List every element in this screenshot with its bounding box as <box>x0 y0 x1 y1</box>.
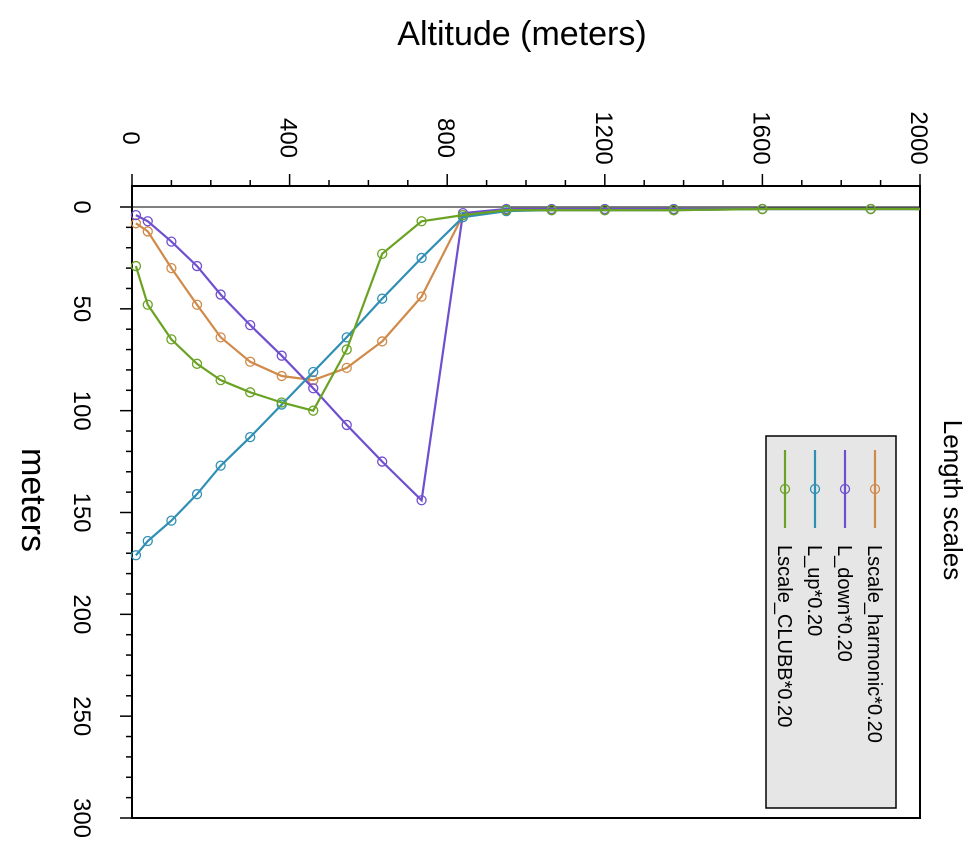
data-point <box>308 366 319 378</box>
data-point <box>245 431 256 443</box>
legend-label: L_up*0.20 <box>803 545 825 636</box>
data-point <box>276 350 287 361</box>
data-point <box>142 216 153 227</box>
data-point <box>416 216 427 227</box>
series-layer <box>130 203 920 561</box>
x-tick-label: 0 <box>117 131 144 144</box>
data-point <box>416 495 427 506</box>
series-line <box>135 207 920 382</box>
data-point <box>308 405 319 416</box>
x-tick-label: 1200 <box>590 111 617 164</box>
data-point <box>377 336 388 347</box>
y-tick-label: 50 <box>68 295 95 322</box>
legend-swatch-marker <box>839 483 851 495</box>
data-point <box>130 550 142 561</box>
data-point <box>341 344 352 355</box>
series-4 <box>130 203 920 416</box>
chart-title: Length scales <box>938 420 968 580</box>
data-point <box>166 262 177 274</box>
data-point <box>215 332 226 343</box>
legend-swatch-marker <box>809 483 821 495</box>
x-tick-label: 400 <box>275 118 302 158</box>
data-point <box>245 387 256 398</box>
y-axis-title: meters <box>14 448 52 552</box>
data-point <box>341 419 352 431</box>
series-1 <box>130 203 920 386</box>
x-tick-label: 800 <box>432 118 459 158</box>
data-point <box>276 397 287 408</box>
data-point <box>308 374 319 386</box>
axis-ticks: 0 400 800 1200 1600 2000 0 50 100 150 200 250 300 <box>68 111 932 838</box>
data-point <box>142 226 153 237</box>
data-point <box>308 383 319 394</box>
data-point <box>377 456 388 467</box>
data-point <box>599 204 610 216</box>
data-point <box>457 209 469 221</box>
data-point <box>191 358 203 369</box>
data-point <box>191 299 203 310</box>
y-tick-label: 100 <box>68 391 95 431</box>
legend-swatch-marker <box>869 483 881 495</box>
series-line <box>134 207 920 412</box>
data-point <box>416 252 427 264</box>
data-point <box>245 319 256 331</box>
legend-label: Lscale_CLUBB*0.20 <box>773 545 795 727</box>
legend: Lscale_harmonic*0.20 L_down*0.20 L_up*0.20… <box>765 435 897 809</box>
legend-label: Lscale_harmonic*0.20 <box>863 545 885 743</box>
data-point <box>130 218 142 229</box>
data-point <box>546 204 557 216</box>
y-tick-label: 150 <box>68 492 95 532</box>
legend-swatch-marker <box>779 483 791 495</box>
x-tick-label: 2000 <box>905 111 932 164</box>
x-tick-label: 1600 <box>747 111 774 164</box>
data-point <box>166 236 177 247</box>
data-point <box>191 260 203 272</box>
data-point <box>416 291 427 302</box>
y-tick-label: 200 <box>68 594 95 634</box>
data-point <box>757 203 768 215</box>
x-axis-title: Altitude (meters) <box>397 15 646 53</box>
data-point <box>142 535 153 547</box>
data-point <box>865 203 876 215</box>
data-point <box>377 248 388 259</box>
data-point <box>130 209 142 221</box>
legend-label: L_down*0.20 <box>833 545 855 662</box>
data-point <box>191 489 203 500</box>
y-tick-label: 0 <box>68 200 95 213</box>
data-point <box>215 374 226 386</box>
data-point <box>501 204 512 216</box>
data-point <box>245 356 256 367</box>
data-point <box>276 370 287 382</box>
data-point <box>341 362 352 374</box>
data-point <box>142 299 153 310</box>
y-tick-label: 250 <box>68 696 95 736</box>
data-point <box>377 293 388 304</box>
data-point <box>668 204 679 216</box>
data-point <box>215 460 226 471</box>
y-tick-label: 300 <box>68 798 95 838</box>
data-point <box>166 515 177 526</box>
data-point <box>215 289 226 300</box>
data-point <box>130 260 142 272</box>
data-point <box>166 334 177 345</box>
